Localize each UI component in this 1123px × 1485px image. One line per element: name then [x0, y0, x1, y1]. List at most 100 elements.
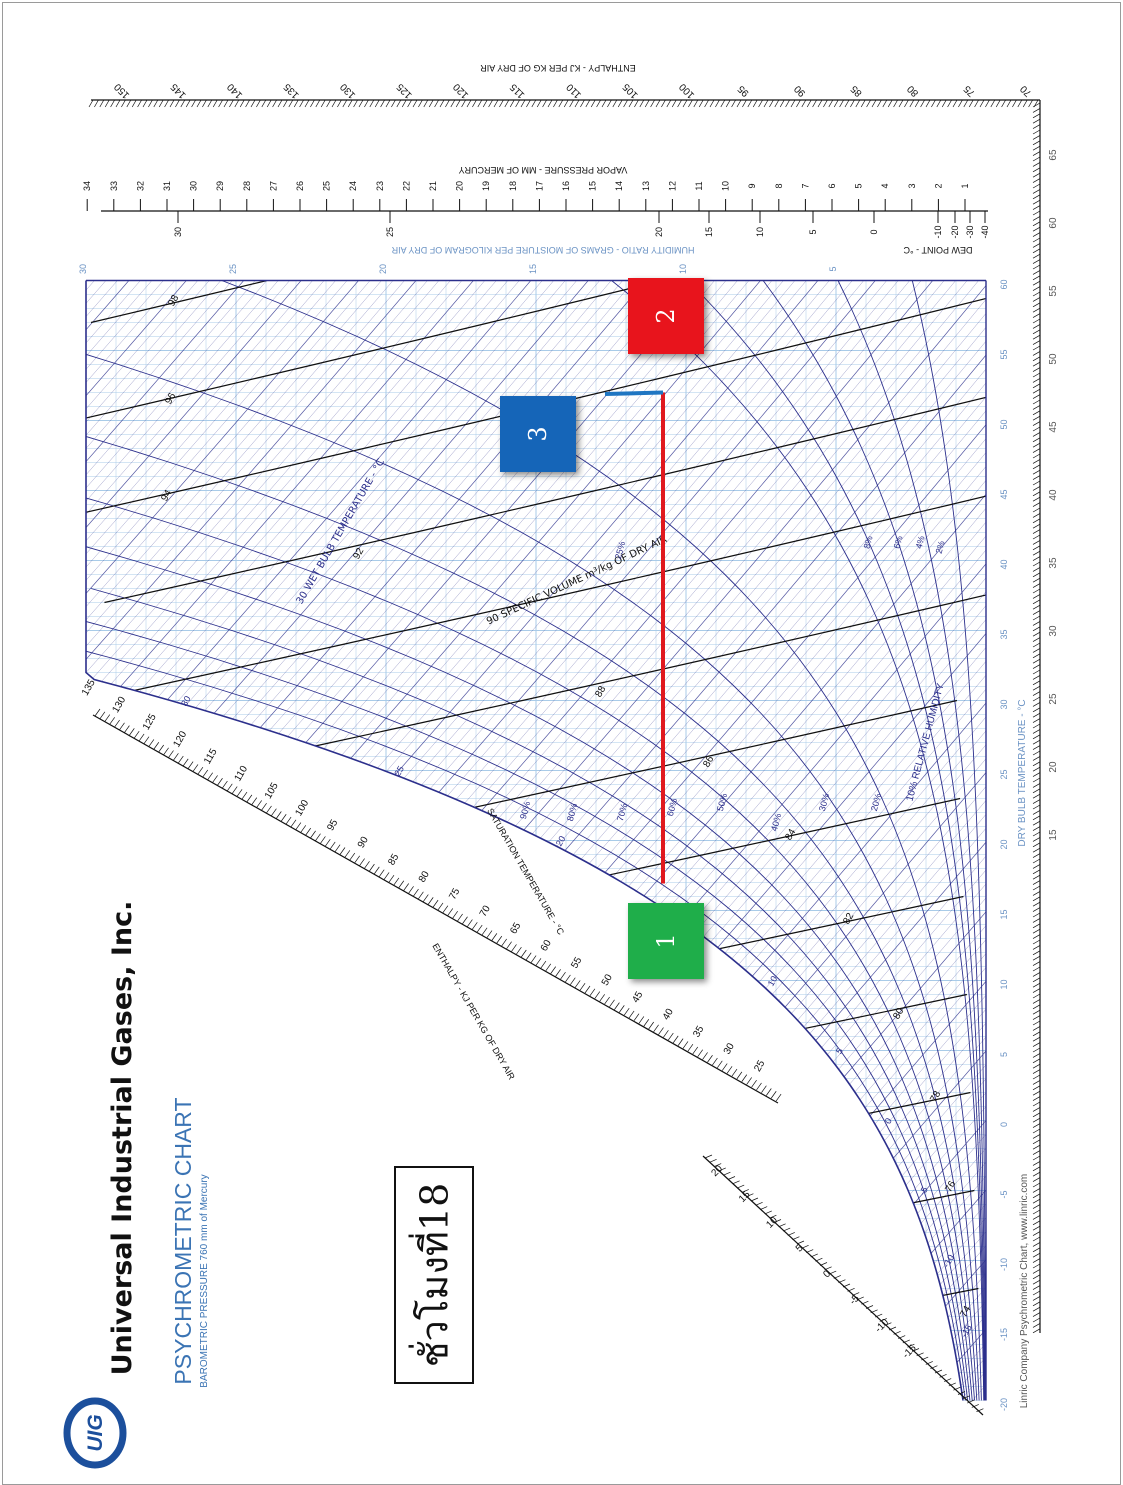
enthalpy-ruler-tick: [1032, 1252, 1041, 1258]
enthalpy-ruler-tick: [1032, 691, 1041, 696]
enthalpy-line: [86, 280, 382, 645]
diag-ruler-tick: [756, 1082, 762, 1091]
enthalpy-ruler-tick: [1001, 99, 1006, 108]
diag-ruler-tick: [285, 816, 292, 825]
enthalpy-ruler-tick: [1032, 513, 1041, 518]
diag-ruler-tick: [540, 960, 547, 969]
dry-bulb-tick-label: 30: [999, 699, 1009, 709]
enthalpy-ruler-tick: [920, 99, 925, 108]
diag-ruler-tick: [643, 1019, 650, 1027]
enthalpy-ruler-tick: [121, 99, 126, 108]
vapor-pressure-tick-label: 13: [641, 181, 651, 191]
enthalpy-ruler-tick: [1032, 318, 1041, 324]
humidity-ratio-axis-title: HUMIDITY RATIO - GRAMS OF MOISTURE PER K…: [391, 245, 694, 255]
vapor-pressure-tick-label: 18: [508, 181, 518, 191]
enthalpy-ruler-tick: [126, 99, 132, 108]
enthalpy-ruler-tick: [1032, 842, 1041, 848]
diag-ruler-tick: [261, 802, 267, 811]
enthalpy-ruler-tick: [1032, 113, 1041, 119]
enthalpy-line: [86, 280, 359, 617]
diag-ruler-tick: [721, 1063, 728, 1071]
enthalpy-ruler-tick: [1032, 1090, 1041, 1096]
diag-enthalpy-tick-label: 105: [263, 781, 281, 801]
top-enthalpy-tick-label: 150: [112, 81, 132, 101]
rh-label: 40%: [769, 812, 783, 832]
enthalpy-ruler-tick: [817, 99, 823, 108]
enthalpy-ruler-tick: [110, 99, 115, 108]
enthalpy-ruler-tick: [1032, 432, 1041, 437]
diag-ruler-tick: [815, 1257, 823, 1262]
enthalpy-ruler-tick: [1032, 869, 1041, 875]
diag-ruler-tick: [481, 927, 488, 936]
diag-ruler-tick: [437, 902, 444, 911]
enthalpy-ruler-tick: [1032, 426, 1041, 432]
dry-bulb-tick-label: 55: [999, 349, 1009, 359]
outer-db-tick-label: 35: [1048, 557, 1059, 569]
specific-volume-line: [86, 280, 663, 422]
enthalpy-ruler-tick: [1032, 939, 1041, 945]
enthalpy-ruler-tick: [385, 99, 391, 108]
diag-ruler-tick: [344, 850, 351, 858]
diag-ruler-tick: [888, 1326, 897, 1331]
diag-ruler-tick: [119, 722, 125, 731]
diag-ruler-tick: [94, 708, 101, 717]
enthalpy-ruler-tick: [391, 99, 396, 108]
enthalpy-ruler-tick: [1032, 642, 1041, 648]
enthalpy-ruler-tick: [288, 99, 294, 108]
enthalpy-ruler-tick: [1032, 156, 1041, 162]
enthalpy-ruler-tick: [1032, 1166, 1041, 1172]
vapor-pressure-axis-title: VAPOR PRESSURE - MM OF MERCURY: [459, 165, 628, 175]
diag-ruler-tick: [427, 897, 434, 905]
enthalpy-line: [86, 280, 153, 365]
enthalpy-line: [86, 280, 245, 477]
enthalpy-ruler-tick: [1032, 1225, 1041, 1231]
diag-ruler-tick: [231, 786, 238, 794]
diag-ruler-tick: [769, 1214, 777, 1219]
enthalpy-ruler-tick: [1032, 1188, 1041, 1193]
specific-volume-line: [119, 699, 958, 884]
wet-bulb-label: 5: [834, 1046, 845, 1055]
enthalpy-ruler-tick: [450, 99, 456, 108]
enthalpy-ruler-tick: [1032, 486, 1041, 491]
diag-ruler-tick: [865, 1305, 874, 1309]
diag-enthalpy-tick-label: 40: [661, 1007, 676, 1023]
enthalpy-line: [86, 280, 233, 477]
enthalpy-ruler-tick: [553, 99, 558, 108]
diag-ruler-tick: [227, 783, 233, 791]
enthalpy-ruler-tick: [947, 99, 952, 108]
enthalpy-ruler-tick: [1032, 129, 1041, 135]
enthalpy-ruler-tick: [1032, 1312, 1041, 1317]
diag-ruler-tick: [770, 1091, 777, 1099]
diag-ruler-tick: [944, 1378, 952, 1382]
rh-label: 6%: [892, 535, 905, 550]
enthalpy-ruler-tick: [644, 99, 650, 108]
enthalpy-ruler-tick: [1032, 1279, 1041, 1285]
diag-ruler-tick: [911, 1348, 920, 1352]
saturation-curve: [85, 280, 964, 1401]
enthalpy-ruler-tick: [1032, 1323, 1041, 1328]
dry-bulb-axis-title: DRY BULB TEMPERATURE - °C: [1017, 699, 1028, 846]
diag-ruler-tick: [717, 1060, 723, 1068]
diag-ruler-tick: [334, 844, 341, 852]
top-enthalpy-tick-label: 125: [395, 81, 415, 101]
top-enthalpy-tick-label: 120: [451, 81, 471, 101]
diag-ruler-tick: [773, 1219, 782, 1223]
diag-ruler-tick: [787, 1232, 795, 1236]
vapor-pressure-tick-label: 2: [933, 183, 943, 188]
enthalpy-ruler-tick: [607, 99, 612, 108]
enthalpy-ruler-tick: [1032, 610, 1041, 615]
enthalpy-ruler-tick: [1032, 723, 1041, 729]
enthalpy-line: [86, 280, 394, 645]
diag-ruler-tick: [452, 911, 458, 919]
enthalpy-ruler-tick: [369, 99, 375, 108]
enthalpy-ruler-tick: [720, 99, 726, 108]
diag-ruler-tick: [574, 980, 581, 988]
diag-ruler-tick: [173, 753, 179, 761]
enthalpy-ruler-tick: [715, 99, 720, 108]
vapor-pressure-tick-label: 16: [561, 181, 571, 191]
diag-ruler-tick: [810, 1253, 818, 1258]
diag-enthalpy-tick-label: 75: [447, 886, 462, 902]
top-enthalpy-tick-label: 105: [621, 81, 641, 101]
diag-ruler-tick: [594, 991, 601, 999]
diag-ruler-tick: [158, 744, 164, 753]
